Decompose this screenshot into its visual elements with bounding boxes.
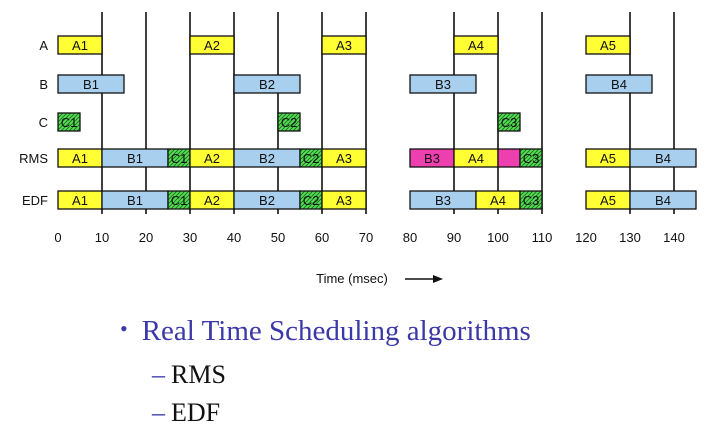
task-block-label: A3 xyxy=(336,38,352,53)
axis-tick-label: 90 xyxy=(447,230,461,245)
task-block-label: C3 xyxy=(501,115,518,130)
time-arrow-icon xyxy=(433,275,443,283)
row-label: RMS xyxy=(19,151,48,166)
task-block-label: B2 xyxy=(259,151,275,166)
task-block-label: A1 xyxy=(72,38,88,53)
sub-bullet-item: – EDF xyxy=(152,398,220,428)
task-block-label: A5 xyxy=(600,193,616,208)
task-block-label: B1 xyxy=(83,77,99,92)
axis-tick-label: 140 xyxy=(663,230,685,245)
task-block-label: B2 xyxy=(259,77,275,92)
task-block xyxy=(629,190,697,210)
task-block xyxy=(189,35,235,55)
dash-icon: – xyxy=(152,360,165,389)
task-block xyxy=(57,112,81,132)
axis-tick-label: 80 xyxy=(403,230,417,245)
task-block-label: A1 xyxy=(72,193,88,208)
task-block xyxy=(585,35,631,55)
task-block-label: A5 xyxy=(600,38,616,53)
task-block-label: A5 xyxy=(600,151,616,166)
dash-icon: – xyxy=(152,398,165,427)
axis-tick-label: 30 xyxy=(183,230,197,245)
task-block xyxy=(409,74,477,94)
task-block xyxy=(497,148,521,168)
task-block xyxy=(629,148,697,168)
row-label: B xyxy=(39,77,48,92)
axis-tick-label: 70 xyxy=(359,230,373,245)
task-block xyxy=(497,112,521,132)
task-block-label: A4 xyxy=(468,38,484,53)
axis-tick-label: 100 xyxy=(487,230,509,245)
task-block-label: A2 xyxy=(204,151,220,166)
task-block-label: C1 xyxy=(171,193,188,208)
task-block-label: C2 xyxy=(281,115,298,130)
axis-tick-label: 130 xyxy=(619,230,641,245)
sub-bullet-text: RMS xyxy=(171,360,226,389)
axis-tick-label: 120 xyxy=(575,230,597,245)
task-block xyxy=(277,112,301,132)
time-axis-label: Time (msec) xyxy=(316,271,388,286)
task-block-label: A2 xyxy=(204,38,220,53)
task-block xyxy=(233,74,301,94)
task-block xyxy=(321,148,367,168)
task-block xyxy=(453,35,499,55)
task-block-label: A3 xyxy=(336,151,352,166)
task-block-label: B3 xyxy=(424,151,440,166)
task-block-label: B1 xyxy=(127,193,143,208)
task-block-label: C3 xyxy=(523,193,540,208)
task-block xyxy=(321,190,367,210)
task-block-label: B4 xyxy=(611,77,627,92)
task-block xyxy=(519,190,543,210)
task-block-label: C2 xyxy=(303,193,320,208)
axis-tick-label: 0 xyxy=(54,230,61,245)
task-block-label: B3 xyxy=(435,77,451,92)
task-block-label: C2 xyxy=(303,151,320,166)
axis-tick-label: 60 xyxy=(315,230,329,245)
task-block-label: B4 xyxy=(655,151,671,166)
task-block-label: B3 xyxy=(435,193,451,208)
task-block-label: A3 xyxy=(336,193,352,208)
task-block-label: B2 xyxy=(259,193,275,208)
row-label: A xyxy=(39,38,48,53)
sub-bullet-text: EDF xyxy=(171,398,221,427)
bullet-item: • Real Time Scheduling algorithms xyxy=(120,315,531,348)
task-block xyxy=(519,148,543,168)
bullet-dot-icon: • xyxy=(120,316,128,341)
task-block xyxy=(585,74,653,94)
task-block-label: A2 xyxy=(204,193,220,208)
sub-bullet-item: – RMS xyxy=(152,360,226,390)
task-block-label: A4 xyxy=(490,193,506,208)
task-block xyxy=(57,74,125,94)
task-block xyxy=(321,35,367,55)
task-block-label: B1 xyxy=(127,151,143,166)
scheduling-timeline-diagram: A B C RMS EDF A1 A2 A3 A4 A5 B1 B2 B3 B4 C1 C2 C3 A1 B1 C1 A… xyxy=(19,12,697,286)
row-label: C xyxy=(39,115,48,130)
task-block-label: A1 xyxy=(72,151,88,166)
row-label: EDF xyxy=(22,193,48,208)
axis-tick-label: 10 xyxy=(95,230,109,245)
axis-tick-label: 110 xyxy=(532,230,553,245)
axis-tick-label: 20 xyxy=(139,230,153,245)
axis-tick-label: 40 xyxy=(227,230,241,245)
task-block-label: A4 xyxy=(468,151,484,166)
task-block-label: C1 xyxy=(171,151,188,166)
task-block-label: C1 xyxy=(61,115,78,130)
axis-tick-label: 50 xyxy=(271,230,285,245)
task-block-label: C3 xyxy=(523,151,540,166)
task-block xyxy=(57,35,103,55)
task-block-label: B4 xyxy=(655,193,671,208)
bullet-text: Real Time Scheduling algorithms xyxy=(141,315,531,347)
